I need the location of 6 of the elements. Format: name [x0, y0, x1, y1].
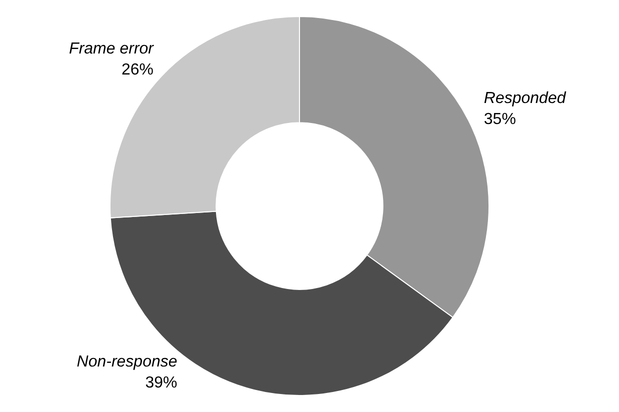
slice-label: Non-response — [76, 353, 178, 370]
data-label: 39% — [145, 374, 178, 392]
slice-label: Frame error — [69, 40, 154, 58]
slice-label: Responded — [484, 90, 567, 108]
data-label: 26% — [121, 62, 154, 79]
data-label: 35% — [484, 111, 516, 128]
